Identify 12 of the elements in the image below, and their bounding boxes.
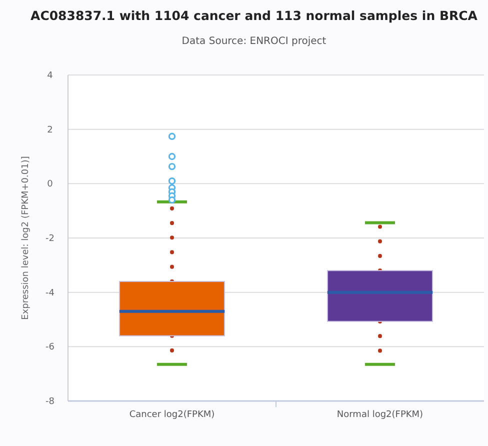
y-axis-title: Expression level: log2 (FPKM+0.01)]: [21, 156, 31, 320]
y-tick-label: -4: [46, 288, 55, 298]
y-tick-label: 4: [47, 71, 54, 81]
y-tick-label: -2: [46, 234, 54, 244]
chart-title: AC083837.1 with 1104 cancer and 113 normal samples in BRCA: [30, 8, 478, 23]
y-tick-label: 2: [47, 125, 53, 136]
x-tick-label: Normal log2(FPKM): [336, 410, 424, 420]
chart-subtitle: Data Source: ENROCI project: [182, 36, 326, 47]
y-tick-label: 0: [47, 180, 54, 190]
y-tick-label: -6: [46, 342, 55, 353]
y-tick-label: -8: [46, 397, 55, 407]
x-tick-label: Cancer log2(FPKM): [129, 410, 215, 420]
